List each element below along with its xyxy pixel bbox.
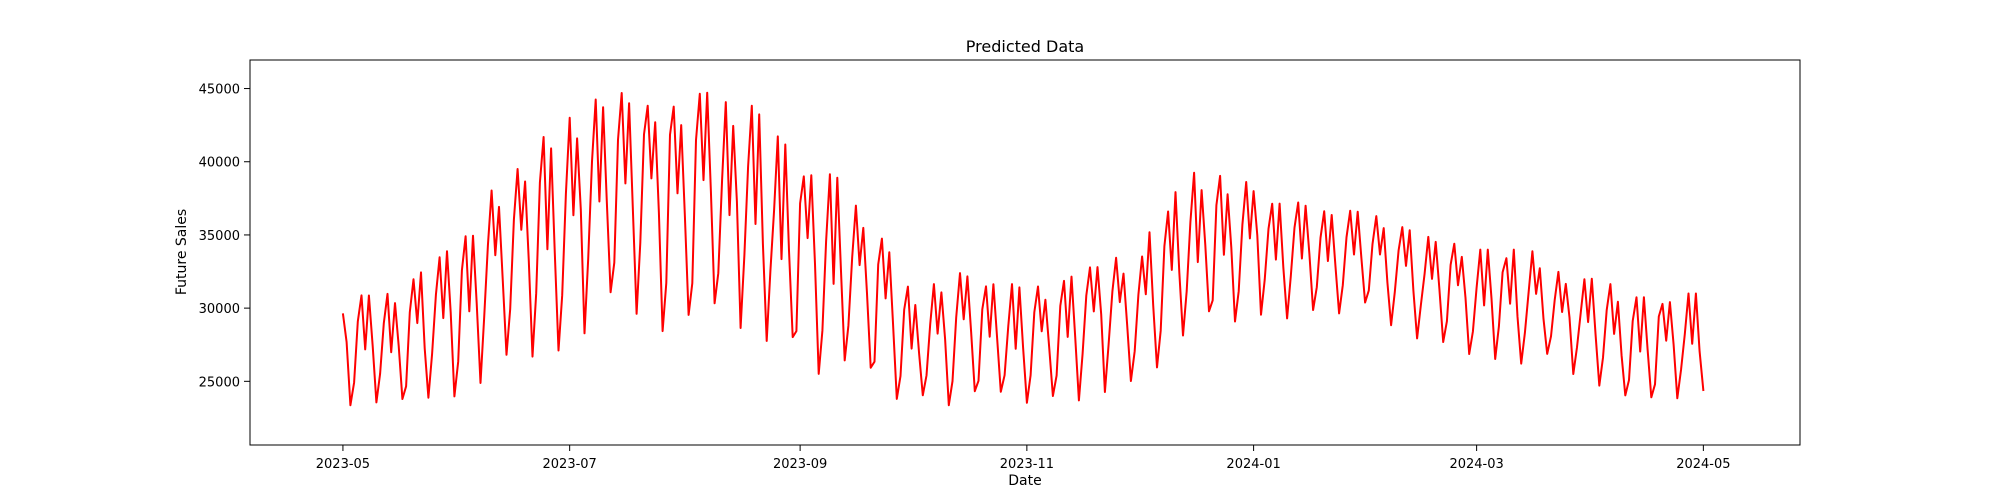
y-tick-label: 35000: [199, 229, 240, 244]
y-axis: 25000 30000 35000 40000 45000: [199, 83, 250, 390]
y-axis-label: Future Sales: [174, 209, 190, 295]
chart-title: Predicted Data: [966, 37, 1084, 56]
x-tick-label: 2024-01: [1226, 457, 1280, 472]
y-tick-label: 25000: [199, 375, 240, 390]
plot-area: [341, 91, 1705, 407]
x-tick-label: 2023-05: [316, 457, 370, 472]
y-tick-label: 30000: [199, 302, 240, 317]
x-tick-label: 2023-11: [1000, 457, 1054, 472]
x-tick-label: 2023-07: [543, 457, 597, 472]
plot-frame: [249, 59, 1801, 446]
y-tick-label: 45000: [199, 83, 240, 98]
x-tick-label: 2023-09: [773, 457, 827, 472]
series-line: [341, 91, 1705, 407]
x-axis-label: Date: [1008, 473, 1041, 489]
y-tick-label: 40000: [199, 156, 240, 171]
x-axis: 2023-05 2023-07 2023-09 2023-11 2024-01 2024-…: [316, 445, 1731, 472]
x-tick-label: 2024-05: [1676, 457, 1730, 472]
x-tick-label: 2024-03: [1449, 457, 1503, 472]
